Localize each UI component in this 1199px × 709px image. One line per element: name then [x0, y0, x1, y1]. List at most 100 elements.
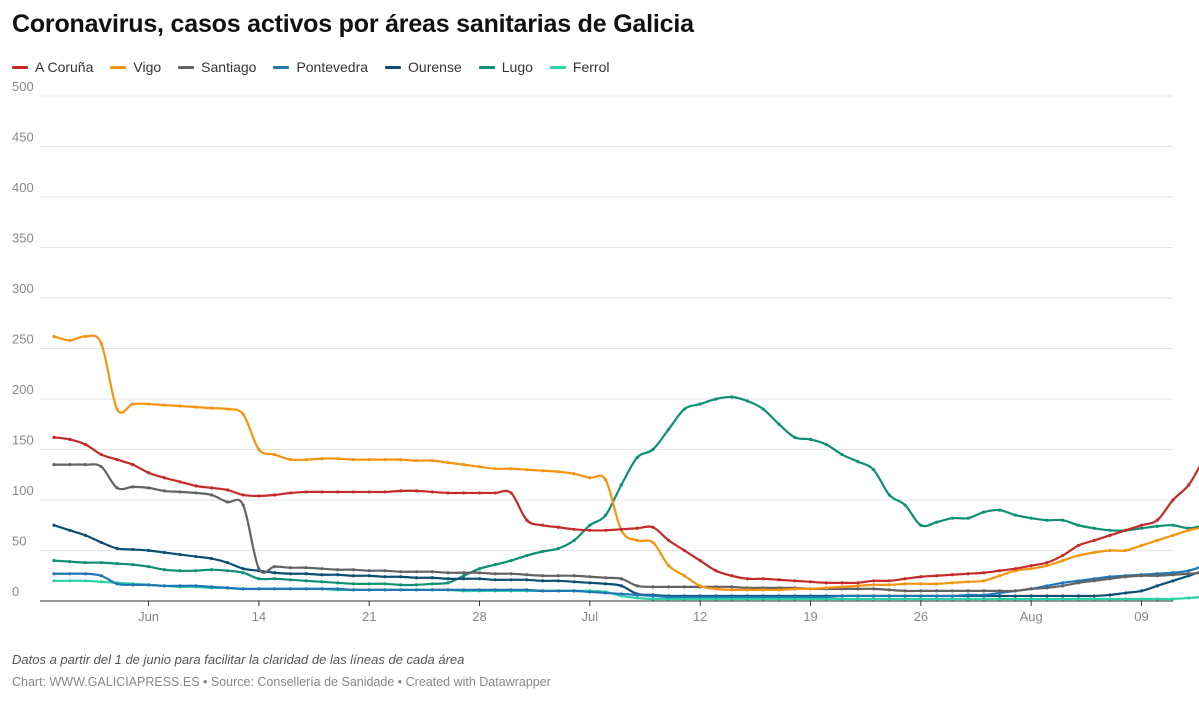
- data-point-pontevedra: [934, 594, 939, 598]
- data-point-lugo: [68, 560, 72, 564]
- data-point-pontevedra: [745, 595, 750, 599]
- data-point-lugo: [903, 503, 907, 507]
- data-point-santiago: [1076, 581, 1081, 585]
- data-point-pontevedra: [635, 593, 639, 597]
- data-point-a-coruna: [777, 578, 781, 582]
- data-point-lugo: [572, 538, 576, 543]
- data-point-ourense: [115, 546, 119, 551]
- data-point-ourense: [288, 572, 293, 576]
- data-point-a-coruna: [1155, 518, 1159, 522]
- legend-swatch: [385, 65, 402, 69]
- chart-note: Datos a partir del 1 de junio para facil…: [12, 652, 465, 667]
- data-point-santiago: [903, 589, 907, 593]
- legend-label: Pontevedra: [296, 59, 369, 75]
- data-point-santiago: [1171, 573, 1175, 577]
- data-point-vigo: [588, 476, 592, 480]
- data-point-lugo: [430, 582, 434, 586]
- data-point-ourense: [194, 554, 198, 559]
- data-point-lugo: [336, 581, 340, 585]
- data-point-a-coruna: [1013, 567, 1017, 571]
- data-point-lugo: [446, 581, 450, 585]
- data-point-pontevedra: [730, 595, 734, 599]
- legend-label: Ferrol: [572, 59, 610, 75]
- data-point-ourense: [52, 523, 56, 527]
- data-point-vigo: [52, 334, 56, 338]
- data-point-pontevedra: [793, 595, 797, 599]
- data-point-santiago: [225, 500, 229, 504]
- data-point-vigo: [446, 461, 450, 465]
- data-point-ourense: [1076, 594, 1081, 598]
- data-point-ferrol: [1187, 596, 1191, 600]
- data-point-ferrol: [903, 597, 907, 601]
- data-point-vigo: [856, 584, 860, 588]
- y-tick-label: 250: [12, 332, 34, 347]
- data-point-santiago: [919, 589, 923, 593]
- data-point-santiago: [241, 503, 245, 507]
- data-point-vigo: [414, 459, 419, 463]
- data-point-pontevedra: [351, 588, 356, 592]
- data-point-ferrol: [635, 596, 639, 600]
- data-point-pontevedra: [808, 595, 813, 599]
- data-point-a-coruna: [477, 491, 482, 495]
- data-point-pontevedra: [982, 593, 986, 597]
- legend-swatch: [178, 65, 195, 69]
- data-point-lugo: [1139, 526, 1144, 530]
- data-point-a-coruna: [99, 452, 103, 457]
- data-point-pontevedra: [68, 572, 72, 576]
- data-point-ourense: [525, 578, 529, 582]
- data-point-vigo: [1155, 538, 1159, 543]
- data-point-santiago: [273, 565, 277, 569]
- data-point-a-coruna: [68, 437, 72, 441]
- data-point-vigo: [146, 402, 151, 406]
- legend-label: A Coruña: [35, 59, 94, 75]
- data-point-a-coruna: [635, 526, 639, 530]
- data-point-ourense: [83, 533, 88, 537]
- data-point-santiago: [966, 589, 970, 593]
- data-point-a-coruna: [619, 527, 623, 531]
- data-point-santiago: [257, 567, 261, 571]
- data-point-lugo: [1171, 523, 1175, 527]
- data-point-ferrol: [1045, 597, 1049, 601]
- data-point-ferrol: [83, 579, 88, 583]
- data-point-ferrol: [934, 597, 939, 601]
- data-point-lugo: [225, 569, 229, 573]
- data-point-pontevedra: [572, 589, 576, 593]
- data-point-lugo: [1076, 523, 1081, 527]
- data-point-vigo: [241, 412, 245, 416]
- data-point-pontevedra: [399, 588, 403, 592]
- data-point-a-coruna: [934, 574, 939, 578]
- data-point-a-coruna: [604, 528, 608, 532]
- data-point-santiago: [399, 570, 403, 574]
- data-point-santiago: [210, 493, 214, 497]
- data-point-ourense: [572, 580, 576, 584]
- data-point-lugo: [525, 553, 529, 558]
- data-point-lugo: [288, 578, 293, 582]
- data-point-pontevedra: [525, 588, 529, 592]
- data-point-vigo: [68, 338, 72, 343]
- data-point-pontevedra: [777, 595, 781, 599]
- data-point-lugo: [856, 460, 860, 464]
- data-point-vigo: [777, 588, 781, 592]
- data-point-a-coruna: [1124, 528, 1128, 532]
- data-point-pontevedra: [1187, 569, 1191, 573]
- data-point-lugo: [966, 516, 970, 520]
- data-point-pontevedra: [194, 584, 198, 588]
- x-tick-label: 12: [693, 609, 707, 624]
- data-point-lugo: [1108, 528, 1112, 532]
- legend-label: Ourense: [408, 59, 462, 75]
- data-point-a-coruna: [210, 486, 214, 490]
- data-point-a-coruna: [194, 484, 198, 488]
- data-point-ourense: [146, 548, 151, 553]
- data-point-pontevedra: [162, 584, 166, 588]
- data-point-ferrol: [950, 597, 954, 601]
- data-point-lugo: [667, 427, 671, 431]
- data-point-lugo: [824, 442, 828, 447]
- data-point-a-coruna: [525, 518, 529, 522]
- data-point-ferrol: [998, 597, 1002, 601]
- series-line-santiago: [52, 463, 1199, 593]
- data-point-a-coruna: [288, 491, 293, 495]
- data-point-santiago: [950, 589, 954, 593]
- data-point-a-coruna: [367, 490, 371, 494]
- legend-swatch: [549, 65, 566, 69]
- data-point-vigo: [572, 472, 576, 476]
